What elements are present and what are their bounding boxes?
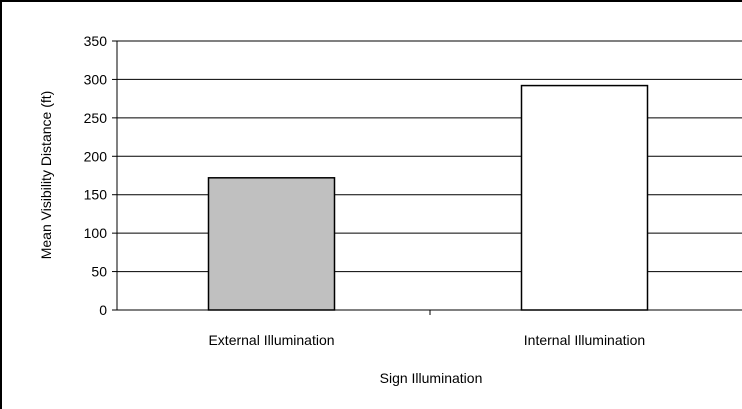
- y-tick-label: 100: [84, 225, 108, 241]
- y-tick-label: 150: [84, 187, 108, 203]
- x-category-labels: External Illumination Internal Illuminati…: [208, 310, 645, 348]
- y-tick-label: 300: [84, 71, 108, 87]
- x-category-label: Internal Illumination: [524, 332, 645, 348]
- x-category-label: External Illumination: [208, 332, 334, 348]
- bars: [207, 84, 649, 311]
- x-axis-title: Sign Illumination: [380, 370, 483, 386]
- y-tick-label: 350: [84, 33, 108, 49]
- y-tick-label: 200: [84, 148, 108, 164]
- bar-internal-illumination: [520, 84, 649, 311]
- y-tick-label: 50: [91, 264, 107, 280]
- bar-external-illumination: [207, 177, 336, 311]
- y-tick-labels: 0 50 100 150 200 250 300 350: [84, 33, 117, 318]
- y-tick-label: 250: [84, 110, 108, 126]
- y-tick-label: 0: [99, 302, 107, 318]
- y-axis-title: Mean Visibility Distance (ft): [38, 91, 54, 260]
